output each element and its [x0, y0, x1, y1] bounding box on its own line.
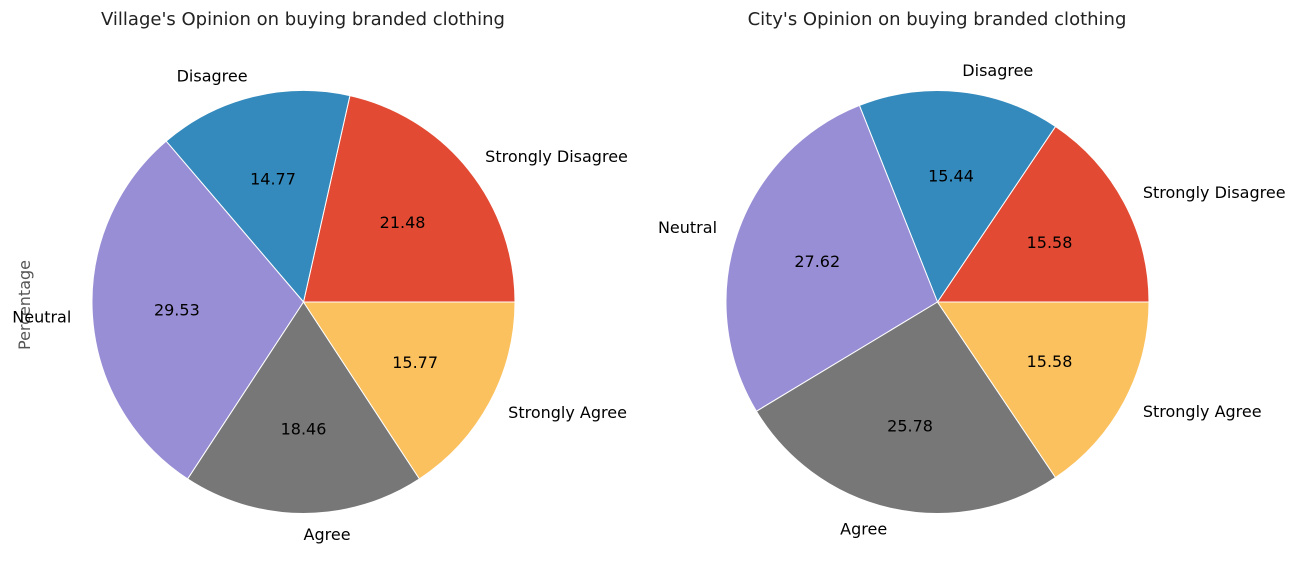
city-slice-strongly-disagree: [937, 125, 1150, 303]
city-slice-strongly-agree: [937, 301, 1150, 479]
city-label-strongly-agree: Strongly Agree: [1143, 402, 1262, 421]
city-slice-agree: [755, 301, 1056, 514]
village-label-agree: Agree: [304, 525, 351, 544]
city-pie-labels: Strongly Disagree 15.58 Disagree 15.44 Neutr…: [658, 61, 1286, 538]
city-value-agree: 25.78: [887, 416, 933, 435]
city-label-neutral: Neutral: [658, 218, 717, 237]
village-value-disagree: 14.77: [250, 169, 296, 188]
village-value-neutral: 29.53: [154, 301, 200, 320]
city-label-strongly-disagree: Strongly Disagree: [1143, 183, 1286, 202]
city-value-strongly-disagree: 15.58: [1027, 233, 1073, 252]
village-value-agree: 18.46: [281, 419, 327, 438]
city-value-disagree: 15.44: [928, 166, 974, 185]
village-label-disagree: Disagree: [177, 67, 248, 86]
city-value-neutral: 27.62: [794, 252, 840, 271]
village-slice-strongly-disagree: [303, 95, 516, 303]
city-slice-neutral: [725, 104, 938, 412]
village-value-strongly-agree: 15.77: [392, 353, 438, 372]
city-value-strongly-agree: 15.58: [1027, 352, 1073, 371]
village-value-strongly-disagree: 21.48: [380, 213, 426, 232]
village-chart-title: Village's Opinion on buying branded clot…: [101, 9, 505, 30]
village-slice-agree: [187, 301, 420, 514]
village-pie-chart: Village's Opinion on buying branded clot…: [12, 9, 628, 544]
village-y-axis-label: Percentage: [15, 260, 34, 350]
city-chart-title: City's Opinion on buying branded clothin…: [748, 9, 1127, 30]
city-pie-chart: City's Opinion on buying branded clothin…: [658, 9, 1286, 539]
village-pie-slices: [91, 90, 516, 514]
village-slice-neutral: [91, 140, 304, 480]
village-label-neutral: Neutral: [12, 307, 71, 326]
city-slice-disagree: [858, 90, 1056, 303]
village-label-strongly-disagree: Strongly Disagree: [485, 147, 628, 166]
city-label-disagree: Disagree: [962, 61, 1033, 80]
village-slice-strongly-agree: [303, 301, 516, 480]
city-label-agree: Agree: [840, 520, 887, 539]
village-pie-labels: Strongly Disagree 21.48 Disagree 14.77 Neutr…: [12, 67, 628, 544]
village-slice-disagree: [165, 90, 351, 303]
village-label-strongly-agree: Strongly Agree: [508, 403, 627, 422]
city-pie-slices: [725, 90, 1150, 514]
